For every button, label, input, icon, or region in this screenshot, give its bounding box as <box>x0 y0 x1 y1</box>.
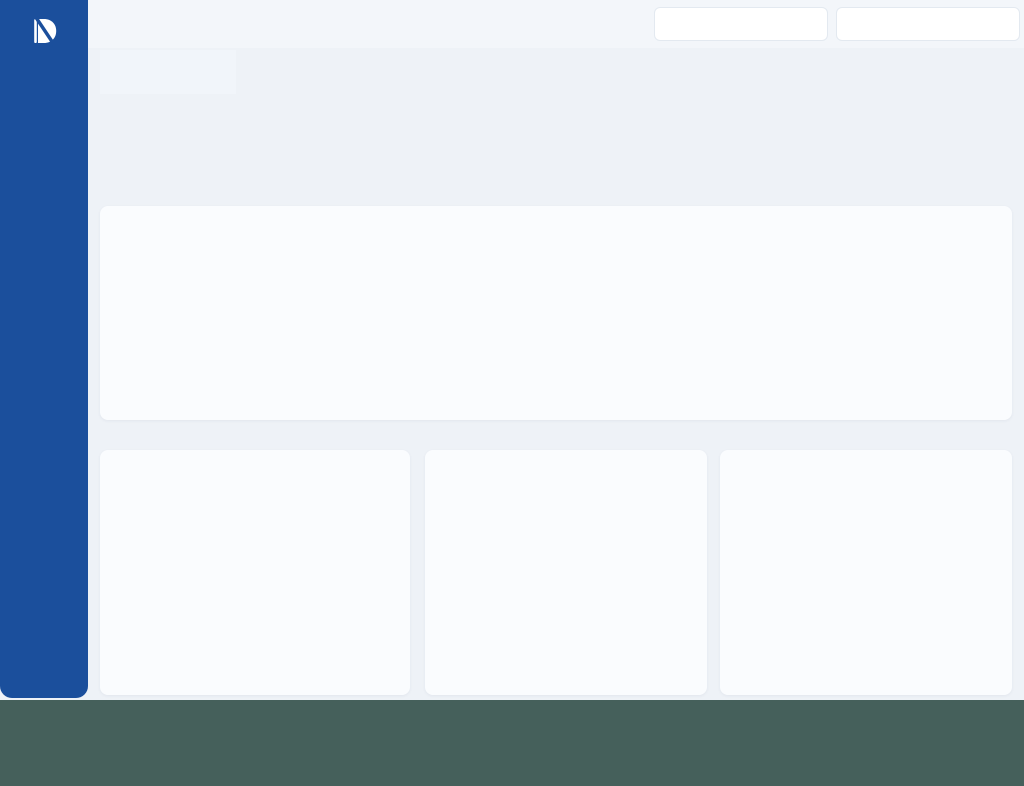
date-range-picker[interactable] <box>836 7 1020 41</box>
table-header <box>720 482 1012 510</box>
line-chart[interactable] <box>100 258 1012 418</box>
top-performing-content-card <box>720 450 1012 695</box>
sort-caret-icon <box>865 493 874 502</box>
column-header-engagement-rate[interactable] <box>862 493 874 502</box>
table-rows <box>720 512 1012 695</box>
engagement-chart[interactable] <box>425 512 707 616</box>
kpi-row <box>100 116 1012 192</box>
instagram-icon <box>663 15 681 33</box>
topbar <box>88 0 1024 48</box>
caret-down-icon <box>872 19 882 29</box>
filter-dropdowns <box>238 50 1024 94</box>
bar-chart[interactable] <box>100 450 410 695</box>
engagement-tiles <box>437 630 695 686</box>
add-filter-button[interactable] <box>100 50 236 94</box>
calendar-icon <box>845 17 860 32</box>
performance-over-time-card <box>100 206 1012 420</box>
performance-by-day-of-week-card <box>100 450 410 695</box>
filter-bar <box>88 48 1024 96</box>
engagement-breakdown-card <box>425 450 707 695</box>
funnel-icon <box>158 66 171 79</box>
account-selector[interactable] <box>654 7 828 41</box>
sidebar <box>0 0 88 698</box>
logo <box>0 0 88 53</box>
databloo-logo-icon <box>27 14 61 48</box>
